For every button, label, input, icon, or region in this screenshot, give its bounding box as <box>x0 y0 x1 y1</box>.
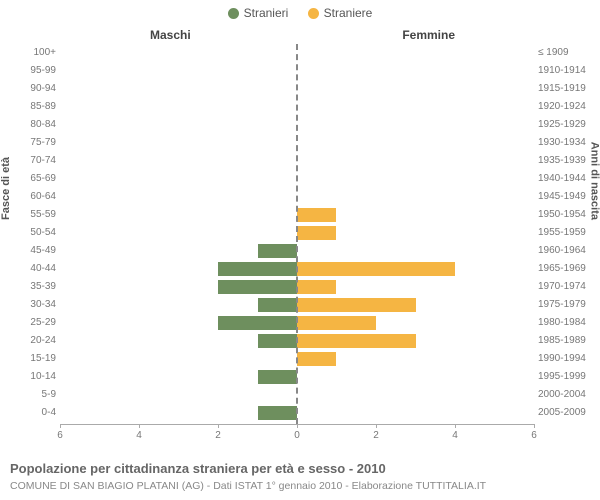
x-tick <box>139 424 140 428</box>
bar-male <box>218 280 297 294</box>
legend-female-label: Straniere <box>324 6 373 20</box>
year-label: 1990-1994 <box>534 350 590 368</box>
x-tick <box>376 424 377 428</box>
population-pyramid: Stranieri Straniere Maschi Femmine Fasce… <box>0 0 600 500</box>
age-label: 70-74 <box>22 152 60 170</box>
year-label: 1960-1964 <box>534 242 590 260</box>
year-label: 1975-1979 <box>534 296 590 314</box>
age-label: 20-24 <box>22 332 60 350</box>
year-label: 1970-1974 <box>534 278 590 296</box>
legend-female: Straniere <box>308 6 373 20</box>
bar-male <box>258 298 297 312</box>
age-label: 15-19 <box>22 350 60 368</box>
x-tick-label: 6 <box>531 430 537 441</box>
year-label: 1980-1984 <box>534 314 590 332</box>
bar-male <box>218 262 297 276</box>
x-tick-label: 2 <box>215 430 221 441</box>
x-axis: 6 4 2 0 2 4 6 <box>60 424 534 444</box>
age-label: 10-14 <box>22 368 60 386</box>
age-label: 35-39 <box>22 278 60 296</box>
age-label: 25-29 <box>22 314 60 332</box>
age-label: 75-79 <box>22 134 60 152</box>
year-label: 1935-1939 <box>534 152 590 170</box>
age-label: 60-64 <box>22 188 60 206</box>
age-label: 100+ <box>22 44 60 62</box>
bar-female <box>297 352 336 366</box>
age-label: 95-99 <box>22 62 60 80</box>
x-tick <box>297 424 298 428</box>
x-tick <box>455 424 456 428</box>
bar-female <box>297 280 336 294</box>
swatch-female <box>308 8 319 19</box>
age-label: 85-89 <box>22 98 60 116</box>
bar-female <box>297 298 416 312</box>
year-label: 1930-1934 <box>534 134 590 152</box>
x-tick-label: 0 <box>294 430 300 441</box>
header-female: Femmine <box>402 28 455 42</box>
year-label: 1985-1989 <box>534 332 590 350</box>
bar-female <box>297 334 416 348</box>
year-label: 1965-1969 <box>534 260 590 278</box>
center-line <box>296 44 298 424</box>
legend: Stranieri Straniere <box>0 6 600 22</box>
chart-title: Popolazione per cittadinanza straniera p… <box>10 461 386 476</box>
year-label: 1915-1919 <box>534 80 590 98</box>
age-label: 0-4 <box>22 404 60 422</box>
bar-male <box>258 334 297 348</box>
bar-male <box>218 316 297 330</box>
bar-female <box>297 262 455 276</box>
year-label: 1910-1914 <box>534 62 590 80</box>
bar-male <box>258 370 297 384</box>
y-axis-left-title: Fasce di età <box>0 157 12 220</box>
x-tick-label: 4 <box>136 430 142 441</box>
age-label: 90-94 <box>22 80 60 98</box>
age-label: 30-34 <box>22 296 60 314</box>
year-label: 1955-1959 <box>534 224 590 242</box>
year-label: 1940-1944 <box>534 170 590 188</box>
year-label: 1995-1999 <box>534 368 590 386</box>
bar-female <box>297 208 336 222</box>
x-tick-label: 6 <box>57 430 63 441</box>
age-label: 65-69 <box>22 170 60 188</box>
year-label: ≤ 1909 <box>534 44 590 62</box>
age-label: 80-84 <box>22 116 60 134</box>
legend-male-label: Stranieri <box>244 6 289 20</box>
year-label: 1925-1929 <box>534 116 590 134</box>
bar-male <box>258 406 297 420</box>
age-label: 50-54 <box>22 224 60 242</box>
bar-male <box>258 244 297 258</box>
swatch-male <box>228 8 239 19</box>
legend-male: Stranieri <box>228 6 289 20</box>
year-label: 1950-1954 <box>534 206 590 224</box>
x-tick <box>218 424 219 428</box>
chart-subtitle: COMUNE DI SAN BIAGIO PLATANI (AG) - Dati… <box>10 480 486 492</box>
x-tick-label: 4 <box>452 430 458 441</box>
year-label: 1945-1949 <box>534 188 590 206</box>
age-label: 5-9 <box>22 386 60 404</box>
year-label: 2000-2004 <box>534 386 590 404</box>
year-label: 2005-2009 <box>534 404 590 422</box>
x-tick-label: 2 <box>373 430 379 441</box>
x-tick <box>60 424 61 428</box>
header-male: Maschi <box>150 28 191 42</box>
bar-female <box>297 316 376 330</box>
plot-area: 100+≤ 190995-991910-191490-941915-191985… <box>60 44 534 444</box>
x-tick <box>534 424 535 428</box>
age-label: 40-44 <box>22 260 60 278</box>
year-label: 1920-1924 <box>534 98 590 116</box>
age-label: 55-59 <box>22 206 60 224</box>
bar-female <box>297 226 336 240</box>
age-label: 45-49 <box>22 242 60 260</box>
